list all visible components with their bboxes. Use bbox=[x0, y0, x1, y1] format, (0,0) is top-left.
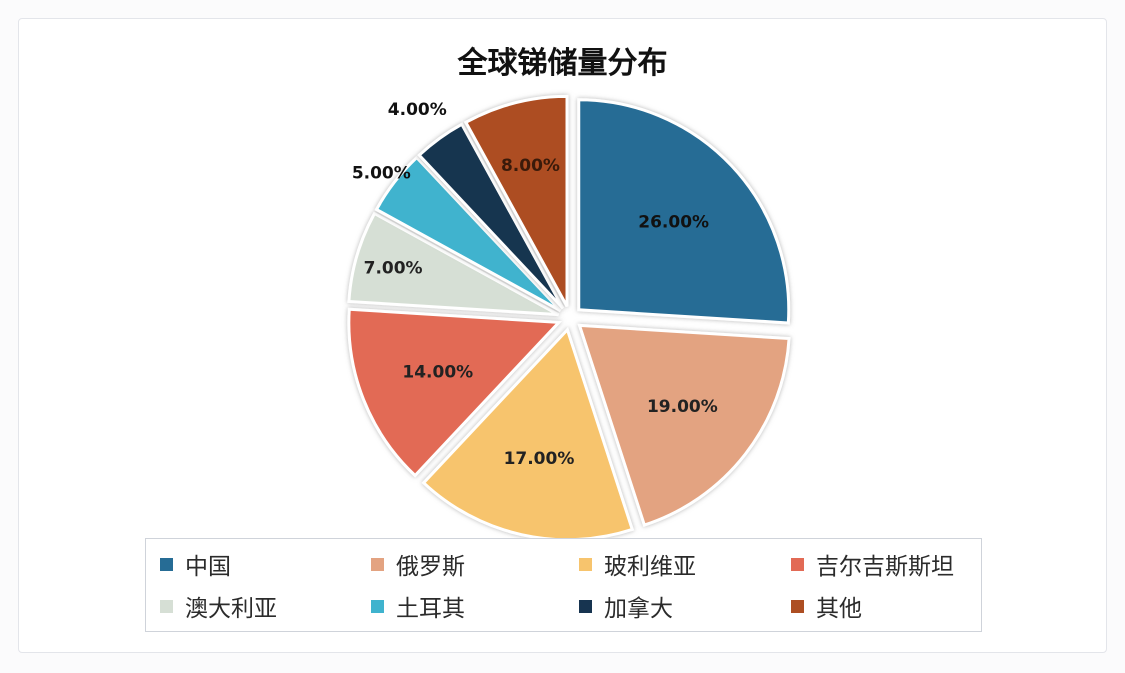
chart-legend: 中国 俄罗斯 玻利维亚 吉尔吉斯斯坦澳大利亚 土耳其 加拿大 其他 bbox=[145, 538, 982, 632]
data-label-7: 4.00% bbox=[388, 100, 447, 120]
pie-slice-1 bbox=[577, 98, 791, 325]
data-label-2: 19.00% bbox=[647, 397, 718, 417]
data-label-3: 17.00% bbox=[504, 449, 575, 469]
data-label-8: 8.00% bbox=[501, 156, 560, 176]
pie-slices bbox=[347, 94, 791, 542]
data-label-6: 5.00% bbox=[352, 164, 411, 184]
legend-item-5: 澳大利亚 bbox=[160, 589, 277, 623]
legend-item-2: 俄罗斯 bbox=[371, 547, 465, 581]
legend-swatch bbox=[160, 599, 173, 613]
legend-label: 其他 bbox=[816, 596, 862, 622]
chart-title: 全球锑储量分布 bbox=[457, 46, 668, 81]
data-labels: 26.00% 19.00% 17.00% 14.00% 7.00% 5.00% 4.00% 8… bbox=[352, 100, 718, 469]
legend-label: 吉尔吉斯斯坦 bbox=[816, 554, 954, 580]
legend-label: 玻利维亚 bbox=[604, 554, 696, 580]
legend-swatch bbox=[579, 599, 592, 613]
legend-label: 中国 bbox=[185, 554, 231, 580]
legend-swatch bbox=[371, 557, 384, 571]
legend-swatch bbox=[371, 599, 384, 613]
pie-slice-6 bbox=[374, 155, 562, 312]
legend-swatch bbox=[791, 599, 804, 613]
legend-item-3: 玻利维亚 bbox=[579, 547, 696, 581]
legend-item-6: 土耳其 bbox=[371, 589, 465, 623]
legend-item-4: 吉尔吉斯斯坦 bbox=[791, 547, 954, 581]
pie-slice-3 bbox=[421, 326, 635, 542]
data-label-4: 14.00% bbox=[402, 362, 473, 382]
pie-slice-4 bbox=[347, 307, 563, 478]
legend-swatch bbox=[579, 557, 592, 571]
legend-item-8: 其他 bbox=[791, 589, 862, 623]
data-label-1: 26.00% bbox=[638, 213, 709, 233]
pie-slice-8 bbox=[463, 94, 569, 308]
pie-slice-5 bbox=[347, 211, 560, 317]
legend-label: 加拿大 bbox=[604, 596, 673, 622]
legend-swatch bbox=[791, 557, 804, 571]
legend-swatch bbox=[160, 557, 173, 571]
pie-slice-7 bbox=[417, 122, 565, 310]
legend-item-7: 加拿大 bbox=[579, 589, 673, 623]
legend-label: 土耳其 bbox=[396, 596, 465, 622]
legend-item-1: 中国 bbox=[160, 547, 231, 581]
legend-label: 澳大利亚 bbox=[185, 596, 277, 622]
legend-label: 俄罗斯 bbox=[396, 554, 465, 580]
data-label-5: 7.00% bbox=[364, 259, 423, 279]
pie-slice-2 bbox=[577, 323, 791, 527]
